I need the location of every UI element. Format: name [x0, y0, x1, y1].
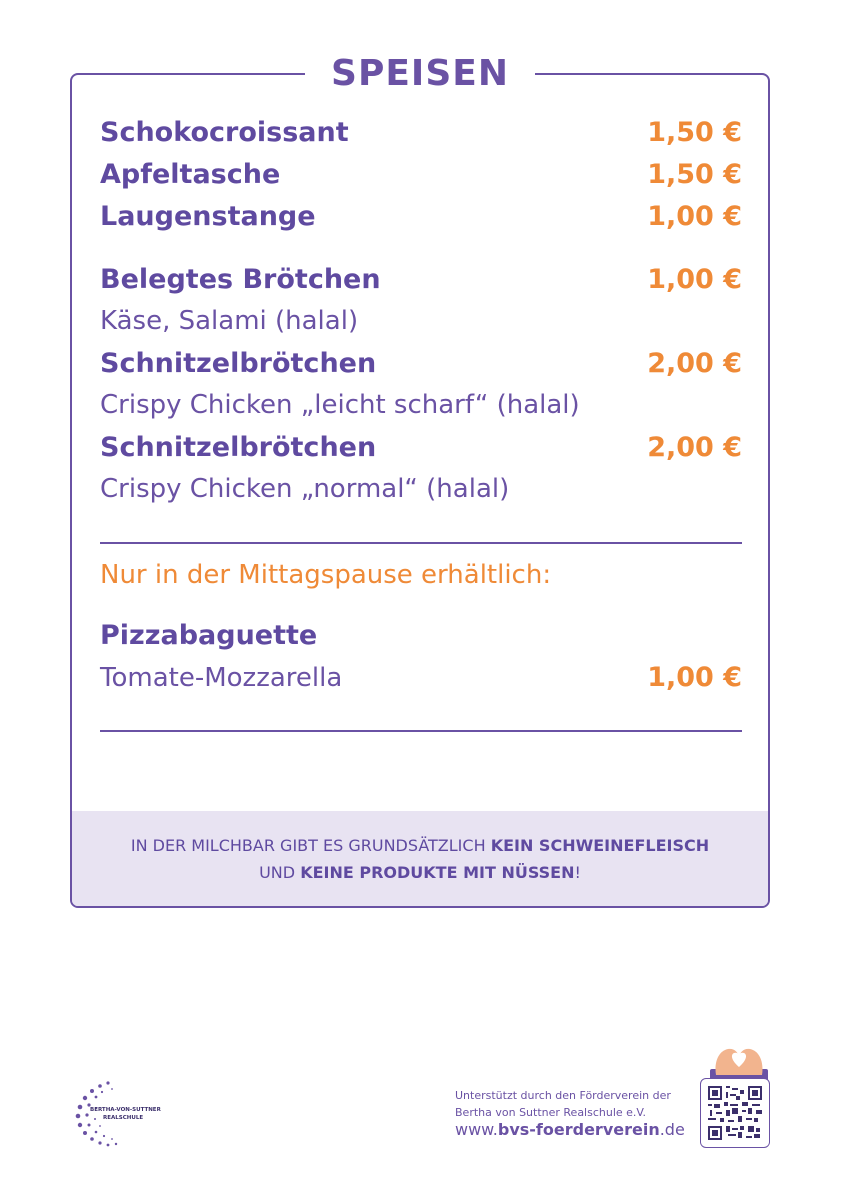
divider	[100, 730, 742, 732]
item-name: Apfeltasche	[100, 159, 281, 190]
item-name: Belegtes Brötchen	[100, 264, 381, 295]
item-name: Laugenstange	[100, 201, 316, 232]
svg-text:BERTHA-VON-SUTTNER: BERTHA-VON-SUTTNER	[90, 1107, 162, 1113]
notice-line-1: IN DER MILCHBAR GIBT ES GRUNDSÄTZLICH KE…	[130, 835, 710, 855]
item-name: Schnitzelbrötchen	[100, 348, 377, 379]
qr-code-icon	[708, 1086, 762, 1140]
menu-item: Schnitzelbrötchen 2,00 €	[100, 348, 742, 379]
divider	[100, 542, 742, 544]
menu-item: Laugenstange 1,00 €	[100, 201, 742, 232]
menu-item: Apfeltasche 1,50 €	[100, 159, 742, 190]
item-price: 1,00 €	[647, 662, 742, 693]
item-description: Crispy Chicken „leicht scharf“ (halal)	[100, 390, 580, 420]
item-name: Schokocroissant	[100, 117, 349, 148]
notice-box: IN DER MILCHBAR GIBT ES GRUNDSÄTZLICH KE…	[72, 811, 768, 906]
heart-hands-icon	[710, 1048, 768, 1083]
lunch-note: Nur in der Mittagspause erhältlich:	[100, 560, 552, 590]
school-logo-icon: BERTHA-VON-SUTTNER REALSCHULE	[75, 1081, 162, 1147]
qr-code-box	[700, 1078, 770, 1148]
item-name: Pizzabaguette	[100, 620, 318, 651]
menu-item-description: Crispy Chicken „leicht scharf“ (halal)	[100, 390, 742, 420]
page-title: SPEISEN	[305, 52, 535, 96]
credit-text: Unterstützt durch den Förderverein der B…	[455, 1089, 671, 1119]
menu-item: Belegtes Brötchen 1,00 €	[100, 264, 742, 295]
menu-item: Pizzabaguette	[100, 620, 742, 651]
item-price: 1,00 €	[647, 264, 742, 295]
item-price: 2,00 €	[647, 432, 742, 463]
item-price: 1,50 €	[647, 159, 742, 190]
item-description: Tomate-Mozzarella	[100, 663, 343, 693]
item-description: Käse, Salami (halal)	[100, 306, 359, 336]
item-price: 1,00 €	[647, 201, 742, 232]
item-price: 1,50 €	[647, 117, 742, 148]
menu-item: Schnitzelbrötchen 2,00 €	[100, 432, 742, 463]
menu-frame: IN DER MILCHBAR GIBT ES GRUNDSÄTZLICH KE…	[70, 73, 770, 908]
item-price: 2,00 €	[647, 348, 742, 379]
item-name: Schnitzelbrötchen	[100, 432, 377, 463]
menu-item-description: Tomate-Mozzarella 1,00 €	[100, 662, 742, 693]
website-link[interactable]: www.bvs-foerderverein.de	[455, 1120, 685, 1139]
menu-item-description: Käse, Salami (halal)	[100, 306, 742, 336]
notice-line-2: UND KEINE PRODUKTE MIT NÜSSEN!	[259, 862, 581, 882]
svg-text:REALSCHULE: REALSCHULE	[103, 1115, 143, 1121]
item-description: Crispy Chicken „normal“ (halal)	[100, 474, 510, 504]
menu-item: Schokocroissant 1,50 €	[100, 117, 742, 148]
menu-item-description: Crispy Chicken „normal“ (halal)	[100, 474, 742, 504]
